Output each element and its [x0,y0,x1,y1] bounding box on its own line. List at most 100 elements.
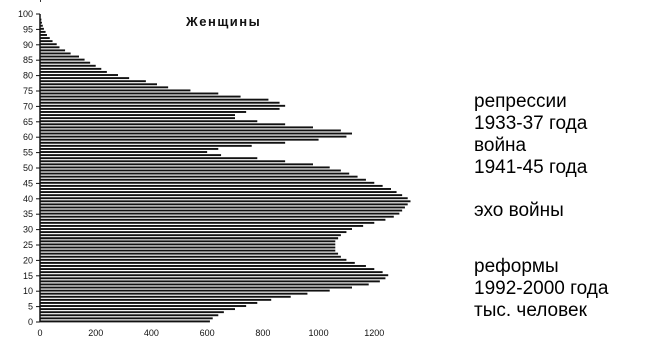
bar-age-37 [40,206,405,209]
y-tick-label: 65 [23,117,33,127]
bar-age-2 [40,314,219,317]
bar-age-48 [40,172,350,175]
bar-age-41 [40,194,403,197]
bar-age-91 [40,40,53,43]
bar-age-20 [40,258,347,261]
y-tick-label: 50 [23,163,33,173]
bar-age-1 [40,317,213,320]
bar-age-15 [40,274,389,277]
bar-age-42 [40,191,397,194]
bar-age-77 [40,83,157,86]
x-tick-label: 200 [88,328,103,338]
bar-age-84 [40,61,91,64]
bar-age-78 [40,80,146,83]
bar-age-56 [40,147,219,150]
bar-age-5 [40,305,247,307]
bar-age-6 [40,301,258,304]
bar-age-79 [40,77,130,80]
bar-age-31 [40,224,364,227]
y-tick-label: 5 [28,302,33,312]
bar-age-28 [40,234,341,237]
bar-age-30 [40,228,352,230]
bar-age-47 [40,175,358,178]
annotation-unit: тыс. человек [474,300,587,322]
bar-age-90 [40,43,57,46]
bar-age-32 [40,221,375,224]
y-tick-label: 95 [23,24,33,34]
bar-age-58 [40,141,286,144]
bar-age-38 [40,203,408,206]
bar-age-11 [40,286,352,289]
bar-age-26 [40,240,336,243]
bar-age-61 [40,132,352,135]
bar-age-92 [40,37,50,40]
bar-age-80 [40,74,118,76]
bar-age-81 [40,70,107,73]
bar-age-72 [40,98,269,101]
y-tick-label: 30 [23,225,33,235]
x-tick-label: 0 [37,328,42,338]
y-tick-label: 60 [23,132,33,142]
bar-age-88 [40,49,66,52]
bar-age-76 [40,86,169,89]
bar-age-59 [40,138,319,141]
bar-age-71 [40,101,280,104]
bar-age-68 [40,111,247,113]
bar-age-8 [40,295,291,298]
bar-age-34 [40,215,394,218]
annotation-reforms-line-1: реформы [474,256,559,277]
bar-age-67 [40,114,235,117]
bar-age-10 [40,289,330,292]
bar-age-85 [40,58,85,61]
annotation-reforms-line-2: 1992-2000 года [474,278,609,299]
bar-age-36 [40,209,403,212]
bar-age-0 [40,320,210,323]
bar-age-95 [40,27,44,30]
y-tick-label: 20 [23,255,33,265]
x-tick-label: 600 [200,328,215,338]
bar-age-44 [40,184,383,187]
annotation-unit-line-1: тыс. человек [474,300,587,321]
bar-age-43 [40,188,391,190]
bar-age-62 [40,129,341,132]
bar-age-18 [40,265,366,267]
bar-age-53 [40,157,258,160]
bar-age-undefined [40,0,41,2]
bar-age-57 [40,144,252,147]
bar-age-14 [40,277,386,280]
bar-age-94 [40,30,46,33]
x-ticks-group: 0 200 400 600 800 1000 1200 [37,328,384,338]
bar-age-69 [40,107,280,110]
bar-age-39 [40,200,411,203]
y-tick-label: 55 [23,148,33,158]
annotation-repressions-line-2: 1933-37 года [474,113,588,134]
y-tick-label: 40 [23,194,33,204]
chart-title: Женщины [185,14,261,29]
annotation-war-line-1: война [474,135,527,156]
bar-age-63 [40,126,313,129]
bar-age-35 [40,212,400,215]
y-tick-label: 85 [23,55,33,65]
annotation-repressions-line-1: репрессии [474,91,567,112]
bar-age-33 [40,218,386,221]
y-tick-label: 75 [23,86,33,96]
bar-age-22 [40,252,339,255]
bar-age-45 [40,181,375,184]
y-tick-label: 80 [23,71,33,81]
bar-age-9 [40,292,308,295]
y-tick-label: 90 [23,40,33,50]
bar-age-23 [40,249,336,252]
annotation-repressions: репрессии 1933-37 года [474,91,587,135]
bar-age-12 [40,283,369,286]
bar-age-74 [40,92,219,95]
bar-age-82 [40,67,102,70]
x-tick-label: 400 [144,328,159,338]
bar-age-96 [40,24,43,27]
y-tick-label: 35 [23,209,33,219]
annotation-war: война 1941-45 года [474,135,587,179]
bar-age-60 [40,135,347,138]
y-tick-label: 100 [18,9,33,19]
bar-age-75 [40,89,191,92]
x-tick-label: 1200 [364,328,384,338]
